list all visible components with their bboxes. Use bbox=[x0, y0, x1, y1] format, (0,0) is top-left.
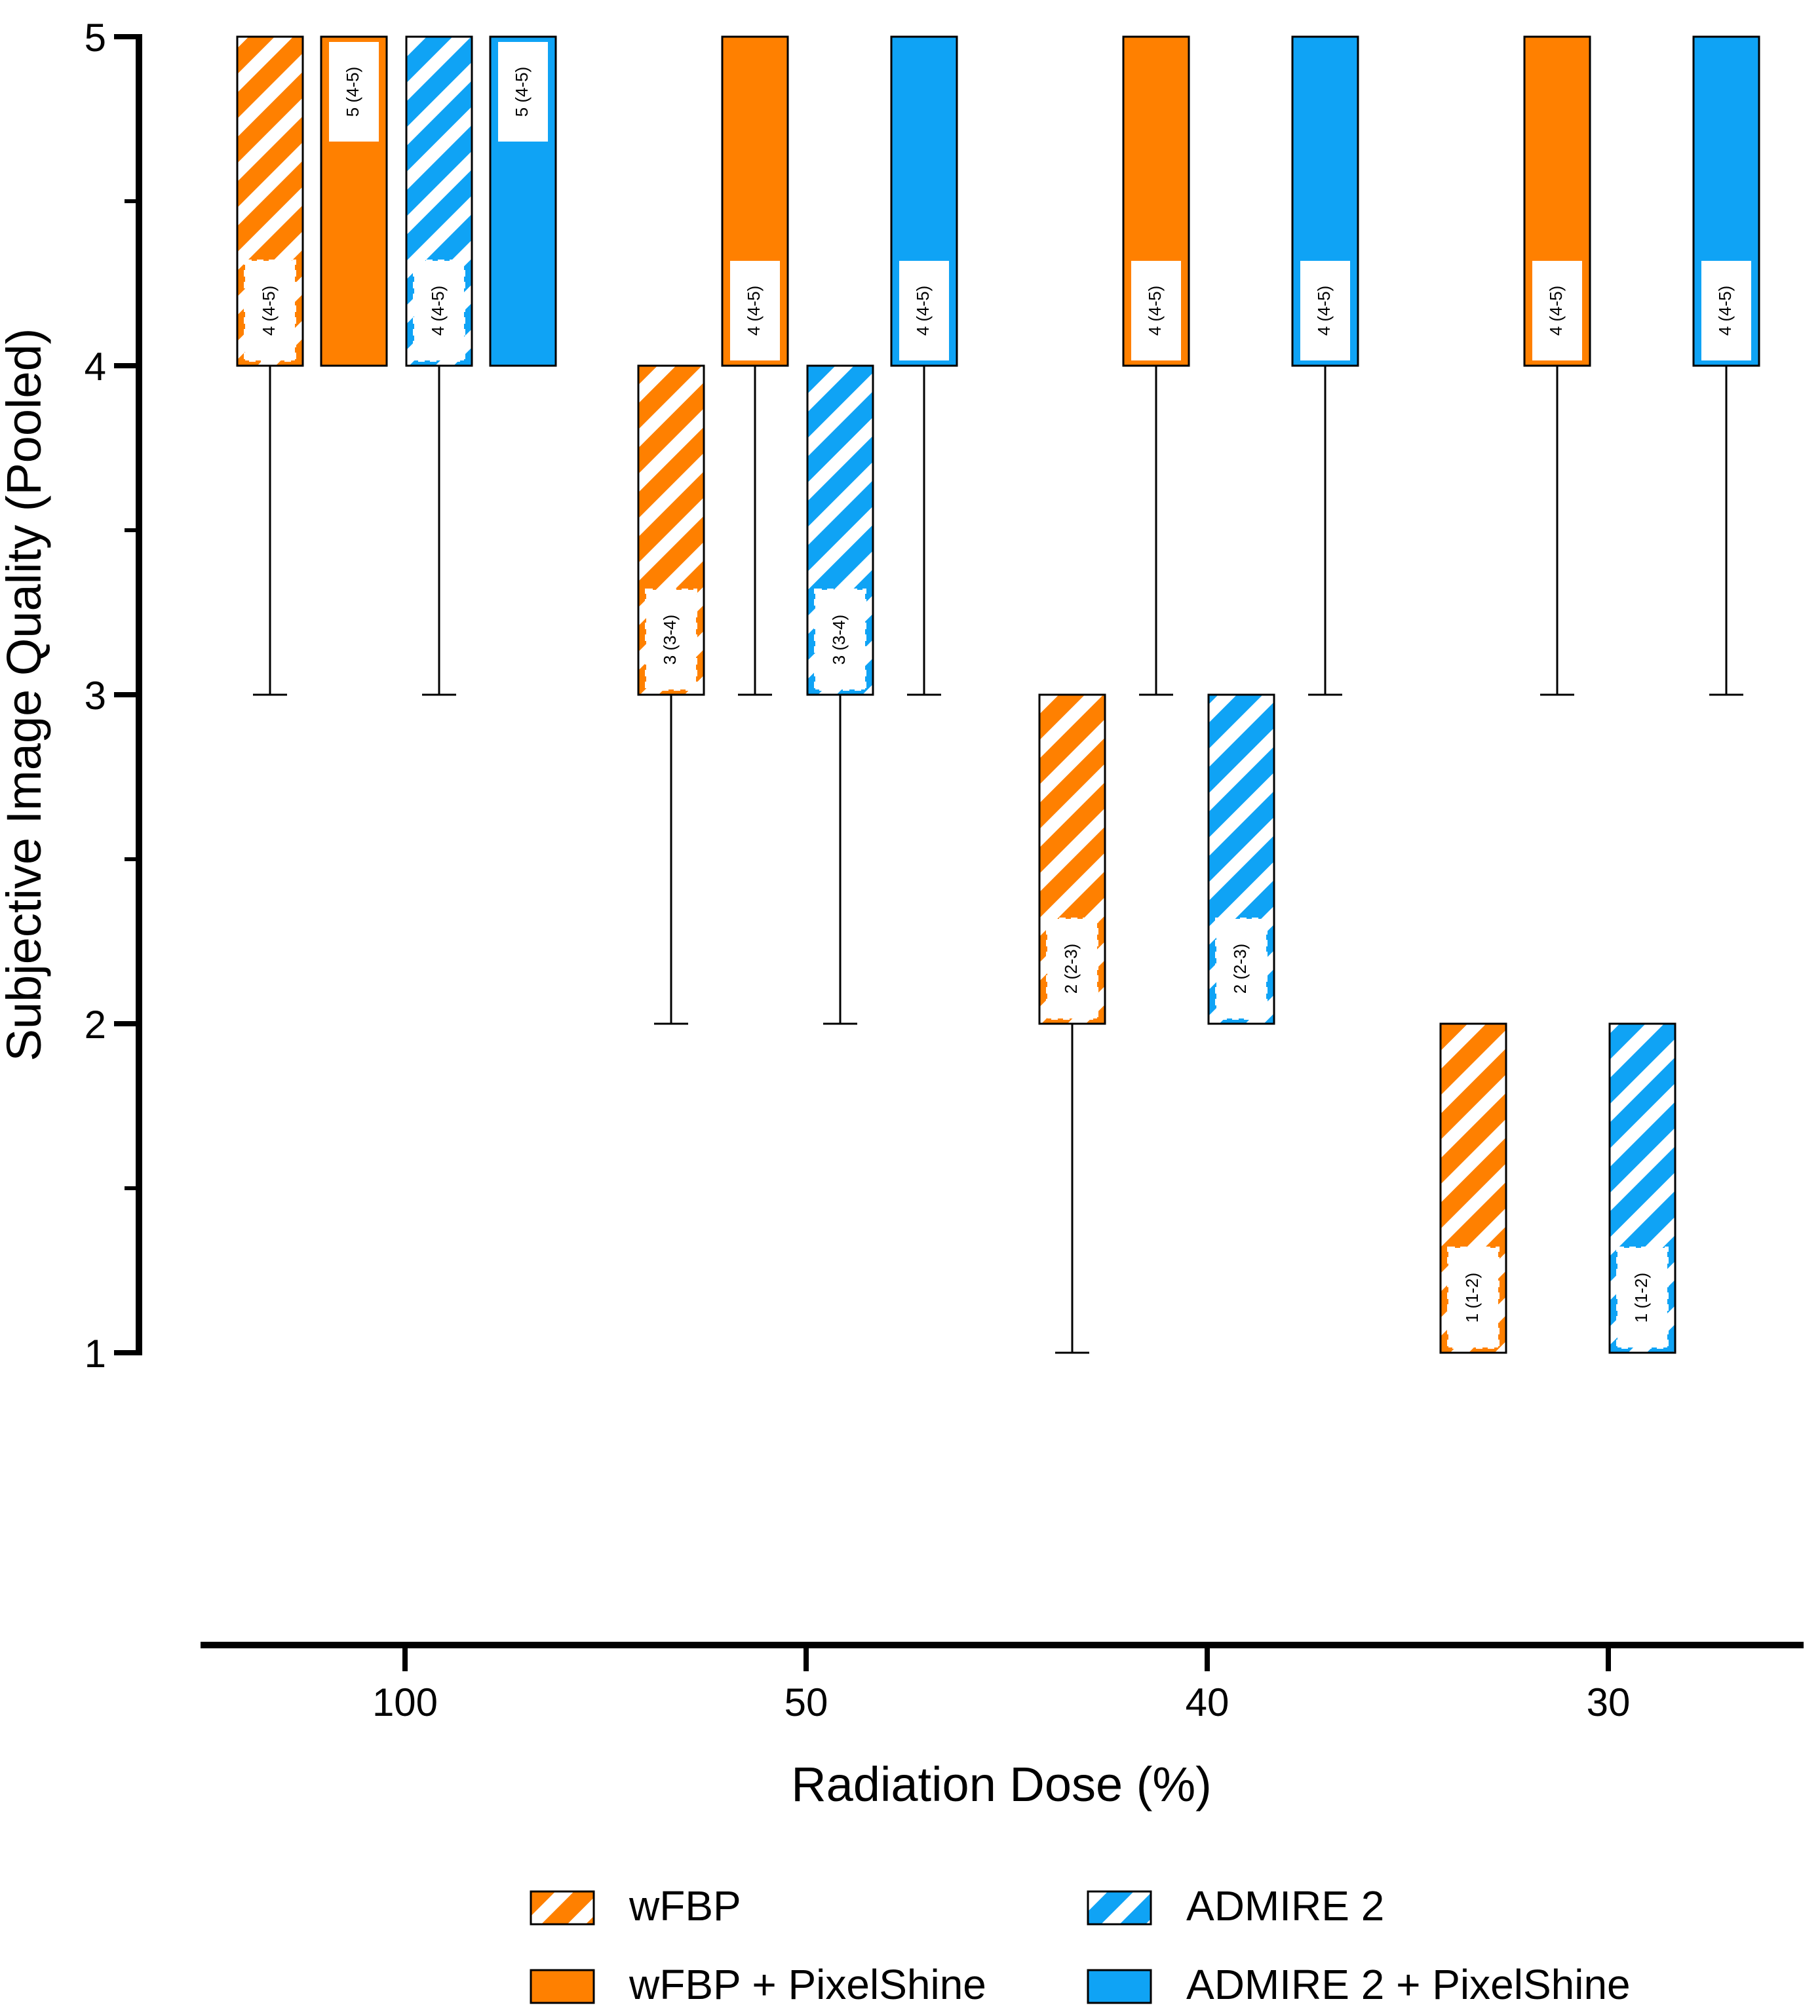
x-tick-label-30: 30 bbox=[1587, 1680, 1631, 1724]
median-label-box-cat-30-series-2 bbox=[1616, 1247, 1669, 1349]
y-tick-label-1: 1 bbox=[85, 1332, 106, 1376]
median-label-box-cat-100-series-1 bbox=[329, 42, 379, 142]
median-label-box-cat-100-series-2 bbox=[413, 260, 465, 362]
legend-swatch-wfbp-pixelshine bbox=[530, 1969, 595, 2004]
legend-label-admire-2-pixelshine: ADMIRE 2 + PixelShine bbox=[1186, 1961, 1631, 2008]
legend-swatch-admire-2 bbox=[1087, 1890, 1152, 1926]
median-label-cat-50-series-1: 4 (4-5) bbox=[744, 286, 764, 336]
median-label-box-cat-30-series-3 bbox=[1701, 261, 1751, 360]
boxes-layer bbox=[236, 35, 1760, 1354]
whiskers-layer bbox=[253, 366, 1743, 1354]
y-tick-label-4: 4 bbox=[85, 345, 106, 389]
median-labels-layer: 4 (4-5) 3 (3-4) 2 (2-3) 1 (1-2) 5 (4-5) 4 (4-… bbox=[244, 42, 1751, 1349]
median-label-box-cat-50-series-1 bbox=[730, 261, 780, 360]
median-label-box-cat-30-series-0 bbox=[1447, 1247, 1500, 1349]
legend: wFBP ADMIRE 2 wFBP + PixelShine ADMIRE 2 + … bbox=[530, 1882, 1631, 2008]
y-axis-title: Subjective Image Quality (Pooled) bbox=[0, 328, 51, 1062]
x-tick-label-40: 40 bbox=[1186, 1680, 1229, 1724]
median-label-box-cat-100-series-0 bbox=[244, 260, 296, 362]
median-label-cat-100-series-2: 4 (4-5) bbox=[428, 286, 448, 336]
median-label-cat-50-series-0: 3 (3-4) bbox=[660, 615, 680, 665]
median-label-box-cat-40-series-2 bbox=[1215, 918, 1268, 1020]
median-label-cat-50-series-3: 4 (4-5) bbox=[913, 286, 933, 336]
median-label-box-cat-40-series-3 bbox=[1300, 261, 1350, 360]
y-tick-label-5: 5 bbox=[85, 16, 106, 60]
median-label-cat-30-series-0: 1 (1-2) bbox=[1462, 1273, 1482, 1323]
median-label-cat-30-series-2: 1 (1-2) bbox=[1631, 1273, 1651, 1323]
median-label-cat-100-series-3: 5 (4-5) bbox=[512, 67, 532, 117]
legend-label-admire-2: ADMIRE 2 bbox=[1186, 1882, 1384, 1929]
median-label-cat-100-series-1: 5 (4-5) bbox=[343, 67, 362, 117]
median-label-cat-40-series-0: 2 (2-3) bbox=[1061, 944, 1081, 994]
median-label-box-cat-40-series-0 bbox=[1046, 918, 1098, 1020]
median-label-box-cat-50-series-2 bbox=[814, 589, 866, 691]
y-tick-label-2: 2 bbox=[85, 1003, 106, 1047]
median-label-cat-40-series-3: 4 (4-5) bbox=[1314, 286, 1334, 336]
median-label-cat-40-series-1: 4 (4-5) bbox=[1145, 286, 1165, 336]
median-label-box-cat-100-series-3 bbox=[498, 42, 548, 142]
median-label-box-cat-40-series-1 bbox=[1131, 261, 1181, 360]
median-label-box-cat-50-series-3 bbox=[899, 261, 949, 360]
legend-label-wfbp: wFBP bbox=[629, 1882, 741, 1929]
x-tick-label-100: 100 bbox=[372, 1680, 438, 1724]
axes-layer: 1 2 3 4 5 Subjective Image Quality (Pooled) 10… bbox=[0, 16, 1804, 1812]
median-label-box-cat-50-series-0 bbox=[645, 589, 697, 691]
median-label-cat-50-series-2: 3 (3-4) bbox=[829, 615, 849, 665]
median-label-cat-30-series-3: 4 (4-5) bbox=[1715, 286, 1735, 336]
median-label-box-cat-30-series-1 bbox=[1532, 261, 1582, 360]
median-label-cat-30-series-1: 4 (4-5) bbox=[1546, 286, 1566, 336]
y-tick-label-3: 3 bbox=[85, 674, 106, 718]
median-label-cat-40-series-2: 2 (2-3) bbox=[1230, 944, 1250, 994]
legend-label-wfbp-pixelshine: wFBP + PixelShine bbox=[629, 1961, 986, 2008]
legend-swatch-admire-2-pixelshine bbox=[1087, 1969, 1152, 2004]
legend-swatch-wfbp bbox=[530, 1890, 595, 1926]
median-label-cat-100-series-0: 4 (4-5) bbox=[259, 286, 279, 336]
x-axis-title: Radiation Dose (%) bbox=[791, 1757, 1212, 1812]
x-tick-label-50: 50 bbox=[784, 1680, 828, 1724]
